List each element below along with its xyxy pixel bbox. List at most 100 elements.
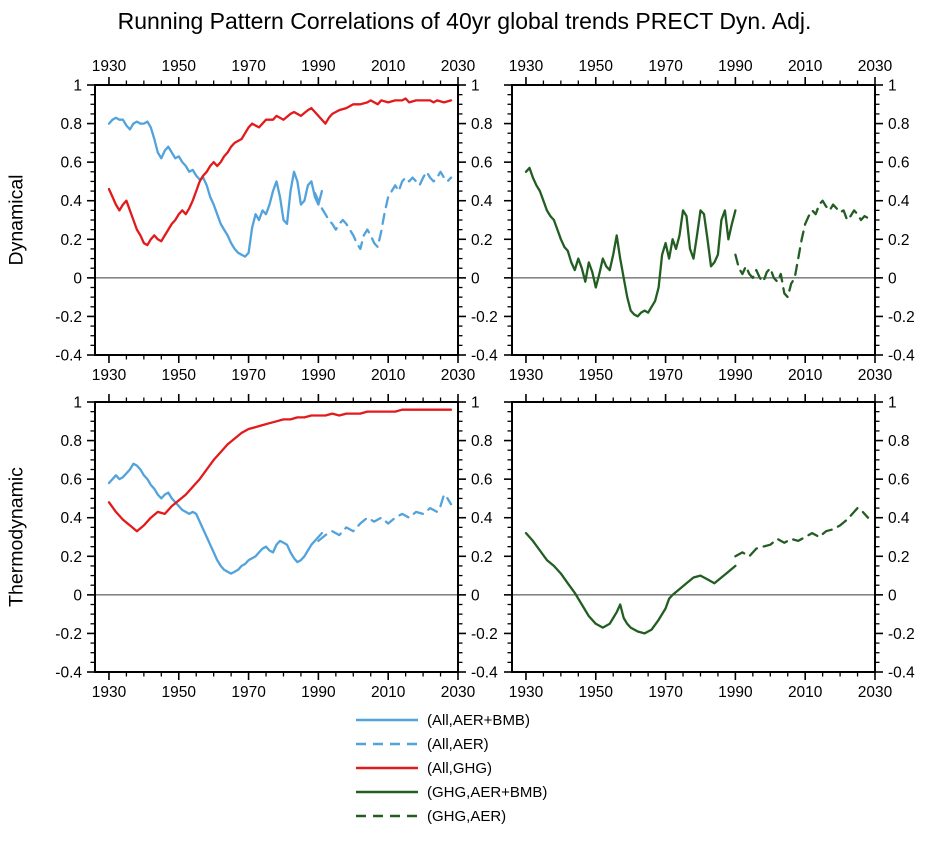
svg-text:-0.4: -0.4 [55,348,82,365]
legend-item-ghg-aer-bmb: (GHG,AER+BMB) [356,780,547,804]
svg-text:0.6: 0.6 [60,472,82,489]
svg-text:2010: 2010 [371,684,406,701]
svg-text:0.4: 0.4 [60,193,82,210]
panel-dynamical-left: 1930 1930 1950 1950 1970 1970 1990 1990 2010 2010… [55,58,498,384]
chart-title: Running Pattern Correlations of 40yr glo… [117,8,812,34]
legend-label: (All,GHG) [427,759,492,777]
svg-text:1930: 1930 [509,367,544,384]
svg-text:1970: 1970 [648,367,683,384]
svg-text:0.4: 0.4 [888,510,910,527]
svg-text:0: 0 [471,587,480,604]
svg-text:0.2: 0.2 [60,549,82,566]
legend-line-sample [356,766,418,770]
svg-text:1990: 1990 [718,367,753,384]
series-line [524,531,737,635]
series-line [107,408,453,533]
svg-text:-0.2: -0.2 [55,309,82,326]
series-line [107,116,324,258]
panel-dynamical-right: 1930 1930 1950 1950 1970 1970 1990 1990 2010 2010… [504,58,915,384]
svg-text:2030: 2030 [441,684,476,701]
svg-text:0.8: 0.8 [888,116,910,133]
legend-line-sample [356,718,418,722]
svg-text:0.2: 0.2 [471,232,493,249]
svg-text:0.2: 0.2 [60,232,82,249]
svg-text:1950: 1950 [579,367,614,384]
svg-text:0.6: 0.6 [471,155,493,172]
svg-text:0.6: 0.6 [888,472,910,489]
legend-line-sample [356,742,418,746]
svg-text:2030: 2030 [858,367,893,384]
svg-text:2030: 2030 [441,367,476,384]
svg-text:1: 1 [888,78,897,95]
svg-text:1990: 1990 [301,58,336,75]
svg-text:0: 0 [888,587,897,604]
svg-text:-0.4: -0.4 [471,348,498,365]
svg-text:0.8: 0.8 [471,433,493,450]
svg-text:1: 1 [73,78,82,95]
legend-item-all-aer: (All,AER) [356,732,547,756]
svg-text:2010: 2010 [788,684,823,701]
svg-text:-0.4: -0.4 [888,348,915,365]
svg-text:1970: 1970 [231,367,266,384]
svg-text:1970: 1970 [648,58,683,75]
svg-text:1950: 1950 [162,684,197,701]
svg-text:-0.2: -0.2 [471,309,498,326]
row-label-thermodynamic: Thermodynamic [5,467,28,607]
svg-text:1950: 1950 [162,367,197,384]
svg-text:-0.4: -0.4 [471,665,498,682]
legend-item-ghg-aer: (GHG,AER) [356,804,547,828]
svg-text:-0.2: -0.2 [888,626,915,643]
svg-text:2010: 2010 [788,367,823,384]
svg-text:1: 1 [73,395,82,412]
svg-text:0.6: 0.6 [888,155,910,172]
series-line [107,462,324,575]
svg-text:1970: 1970 [231,684,266,701]
panel-thermodynamic-left: 1930 1950 1970 1990 2010 2030 -0.4 -0.4 -0.2 -0.2… [55,394,498,701]
svg-text:1: 1 [888,395,897,412]
svg-text:-0.4: -0.4 [888,665,915,682]
legend-item-all-ghg: (All,GHG) [356,756,547,780]
series-line [317,493,453,543]
legend-item-all-aer-bmb: (All,AER+BMB) [356,708,547,732]
svg-text:1970: 1970 [648,684,683,701]
legend-label: (GHG,AER) [427,807,507,825]
svg-text:2030: 2030 [441,58,476,75]
svg-text:2010: 2010 [371,367,406,384]
svg-text:0.6: 0.6 [471,472,493,489]
legend-label: (All,AER) [427,735,489,753]
series-line [313,170,453,251]
legend-line-sample [356,814,418,818]
svg-text:1990: 1990 [301,684,336,701]
svg-text:1990: 1990 [718,684,753,701]
svg-text:2010: 2010 [371,58,406,75]
svg-text:0.8: 0.8 [888,433,910,450]
svg-text:0.4: 0.4 [888,193,910,210]
svg-text:0.2: 0.2 [888,232,910,249]
svg-text:1930: 1930 [92,58,127,75]
svg-text:0.6: 0.6 [60,155,82,172]
series-line [524,166,737,318]
series-line [734,506,870,558]
svg-text:1950: 1950 [579,684,614,701]
svg-text:1: 1 [471,395,480,412]
svg-text:1930: 1930 [509,684,544,701]
svg-text:-0.2: -0.2 [471,626,498,643]
svg-text:0.8: 0.8 [471,116,493,133]
svg-text:0.4: 0.4 [471,510,493,527]
svg-text:-0.4: -0.4 [55,665,82,682]
svg-text:1: 1 [471,78,480,95]
svg-text:1990: 1990 [718,58,753,75]
svg-text:1930: 1930 [509,58,544,75]
svg-text:0.4: 0.4 [60,510,82,527]
svg-text:1930: 1930 [92,367,127,384]
svg-text:0.2: 0.2 [888,549,910,566]
panel-thermodynamic-right: 1930 1950 1970 1990 2010 2030 -0.4 -0.2 0 0.2 0.4 0… [504,394,915,701]
legend-label: (All,AER+BMB) [427,711,530,729]
svg-text:2030: 2030 [858,684,893,701]
series-line [107,97,453,247]
legend-line-sample [356,790,418,794]
svg-text:0: 0 [73,587,82,604]
svg-text:0.8: 0.8 [60,433,82,450]
svg-text:1970: 1970 [231,58,266,75]
